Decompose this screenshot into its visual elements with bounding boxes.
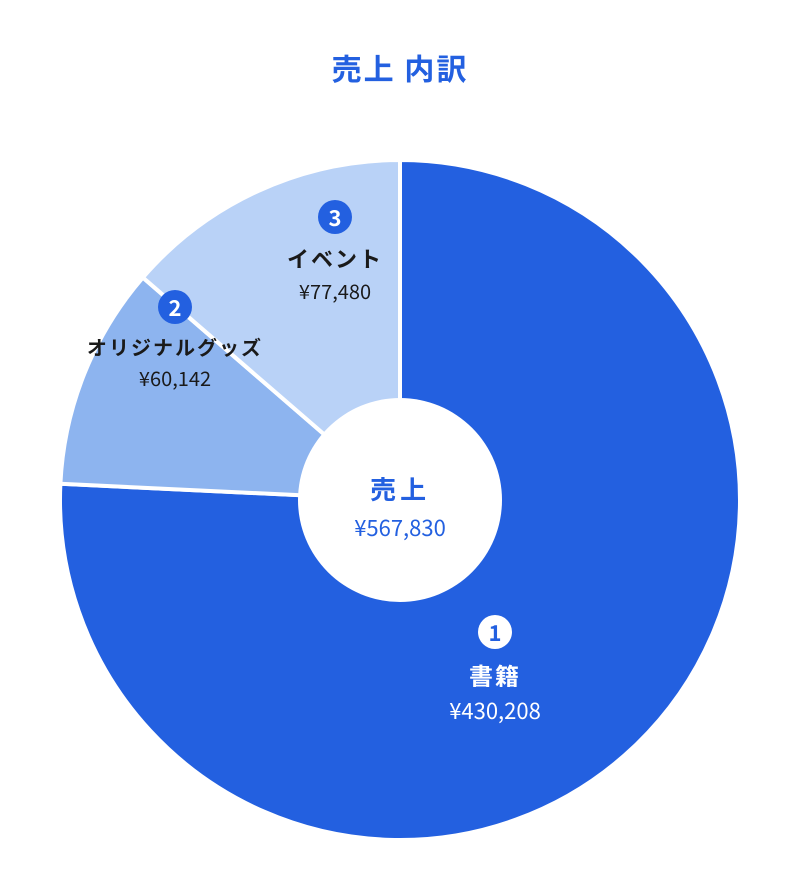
slice-label-1: 1 書籍 ¥430,208 [385,615,605,726]
rank-badge-1: 1 [478,615,512,649]
slice-name-3: イベント [225,242,445,274]
rank-badge-3: 3 [318,200,352,234]
slice-name-1: 書籍 [385,657,605,692]
slice-name-2: オリジナルグッズ [65,332,285,361]
slice-value-3: ¥77,480 [225,276,445,305]
sales-breakdown-chart: 売上 内訳 1 書籍 ¥430,208 2 オリジナルグッズ ¥60,142 3… [0,0,800,890]
slice-value-1: ¥430,208 [385,694,605,726]
rank-badge-2: 2 [158,290,192,324]
center-label: 売上 ¥567,830 [300,470,500,543]
slice-label-3: 3 イベント ¥77,480 [225,200,445,305]
slice-label-2: 2 オリジナルグッズ ¥60,142 [65,290,285,392]
center-value: ¥567,830 [300,511,500,543]
slice-value-2: ¥60,142 [65,363,285,392]
chart-title: 売上 内訳 [0,45,800,89]
pie-svg [0,0,800,890]
center-title: 売上 [300,470,500,507]
